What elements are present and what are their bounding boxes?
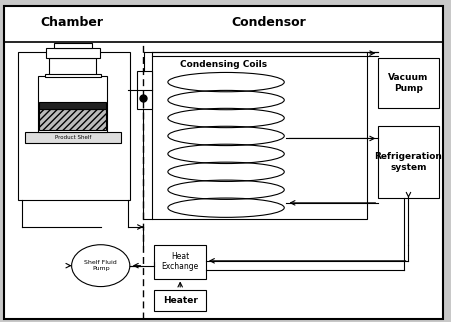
Bar xyxy=(39,102,106,109)
Bar xyxy=(18,52,130,200)
Bar xyxy=(49,58,96,76)
Bar xyxy=(46,48,100,58)
Text: Condensing Coils: Condensing Coils xyxy=(180,60,267,69)
Text: Product Shelf: Product Shelf xyxy=(55,135,91,140)
Text: Vacuum
Pump: Vacuum Pump xyxy=(388,73,428,93)
Text: Chamber: Chamber xyxy=(40,16,103,29)
Bar xyxy=(378,58,439,108)
Text: Heat
Exchange: Heat Exchange xyxy=(161,252,199,271)
Bar xyxy=(137,71,152,109)
Text: Heater: Heater xyxy=(163,296,198,305)
Text: Condensor: Condensor xyxy=(231,16,306,29)
Bar xyxy=(38,76,107,132)
Bar xyxy=(378,126,439,198)
Circle shape xyxy=(72,245,130,287)
Bar xyxy=(154,245,206,279)
Bar xyxy=(39,109,106,130)
Bar xyxy=(154,290,206,311)
Bar xyxy=(45,74,101,77)
Bar xyxy=(54,43,92,48)
Text: Shelf Fluid
Pump: Shelf Fluid Pump xyxy=(84,260,117,271)
Bar xyxy=(25,132,121,143)
Text: Refrigeration
system: Refrigeration system xyxy=(374,152,442,172)
Bar xyxy=(152,52,367,219)
